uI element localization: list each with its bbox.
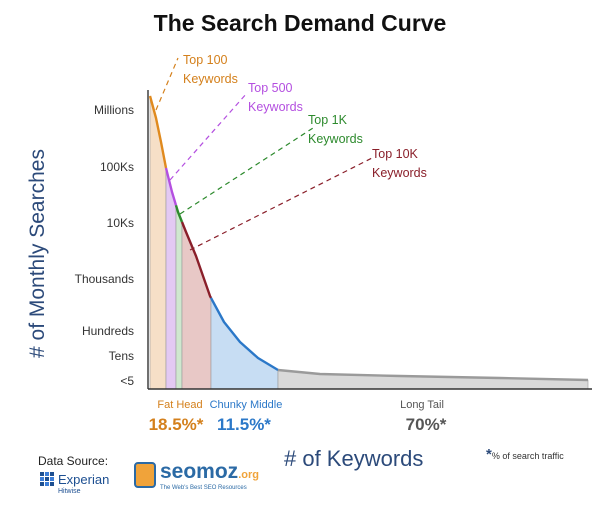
y-tick-label: Tens bbox=[109, 349, 134, 363]
segment-percent: 70%* bbox=[406, 415, 447, 434]
hitwise-name: Hitwise bbox=[58, 488, 81, 495]
experian-logo: Experian Hitwise bbox=[40, 470, 130, 502]
callout-leader bbox=[189, 157, 373, 251]
segment-name: Long Tail bbox=[400, 399, 444, 411]
y-tick-label: <5 bbox=[120, 374, 134, 388]
callout-label: Top 1K bbox=[308, 113, 348, 127]
callout-label: Keywords bbox=[248, 100, 303, 114]
segment-percent: 11.5%* bbox=[217, 415, 271, 434]
seomoz-name: seomoz.org bbox=[160, 460, 259, 483]
seomoz-tagline: The Web's Best SEO Resources bbox=[160, 485, 247, 491]
y-tick-label: Thousands bbox=[75, 272, 134, 286]
callout-label: Top 100 bbox=[183, 53, 228, 67]
curve-segment-top-1k bbox=[174, 204, 184, 223]
experian-dots-icon bbox=[40, 472, 54, 486]
region-top-1k bbox=[175, 205, 183, 390]
region-chunky-middle bbox=[210, 297, 279, 390]
segment-percent: 18.5%* bbox=[149, 415, 204, 434]
callout-label: Keywords bbox=[183, 72, 238, 86]
callout-label: Keywords bbox=[308, 132, 363, 146]
footnote: *% of search traffic bbox=[486, 446, 564, 463]
y-tick-label: 100Ks bbox=[100, 160, 134, 174]
callout-leader bbox=[169, 92, 248, 181]
segment-name: Fat Head bbox=[157, 399, 202, 411]
seomoz-badge-icon bbox=[134, 462, 156, 488]
x-axis-label: # of Keywords bbox=[284, 446, 424, 471]
callout-label: Top 500 bbox=[248, 81, 293, 95]
footnote-text: % of search traffic bbox=[491, 451, 564, 461]
curve-segment-long-tail bbox=[277, 368, 589, 382]
segment-name: Chunky Middle bbox=[210, 399, 283, 411]
experian-name: Experian bbox=[58, 472, 110, 487]
y-tick-label: 10Ks bbox=[107, 216, 134, 230]
y-tick-label: Hundreds bbox=[82, 324, 134, 338]
y-tick-label: Millions bbox=[94, 103, 134, 117]
seomoz-logo: seomoz.org The Web's Best SEO Resources bbox=[134, 460, 259, 500]
callout-leader bbox=[155, 57, 179, 111]
curve-segment-chunky-middle bbox=[209, 297, 279, 372]
curve-segment-top-10k bbox=[180, 221, 213, 299]
callout-label: Top 10K bbox=[372, 147, 419, 161]
region-top-100 bbox=[149, 95, 167, 390]
curve-segment-top-100 bbox=[148, 95, 168, 169]
chart-title: The Search Demand Curve bbox=[153, 10, 447, 36]
callout-label: Keywords bbox=[372, 166, 427, 180]
region-top-10k bbox=[181, 221, 212, 390]
footnote-star: * bbox=[486, 446, 492, 463]
callout-leader bbox=[179, 127, 314, 215]
curve-segment-top-500 bbox=[164, 167, 178, 206]
data-source-label: Data Source: bbox=[38, 454, 109, 468]
